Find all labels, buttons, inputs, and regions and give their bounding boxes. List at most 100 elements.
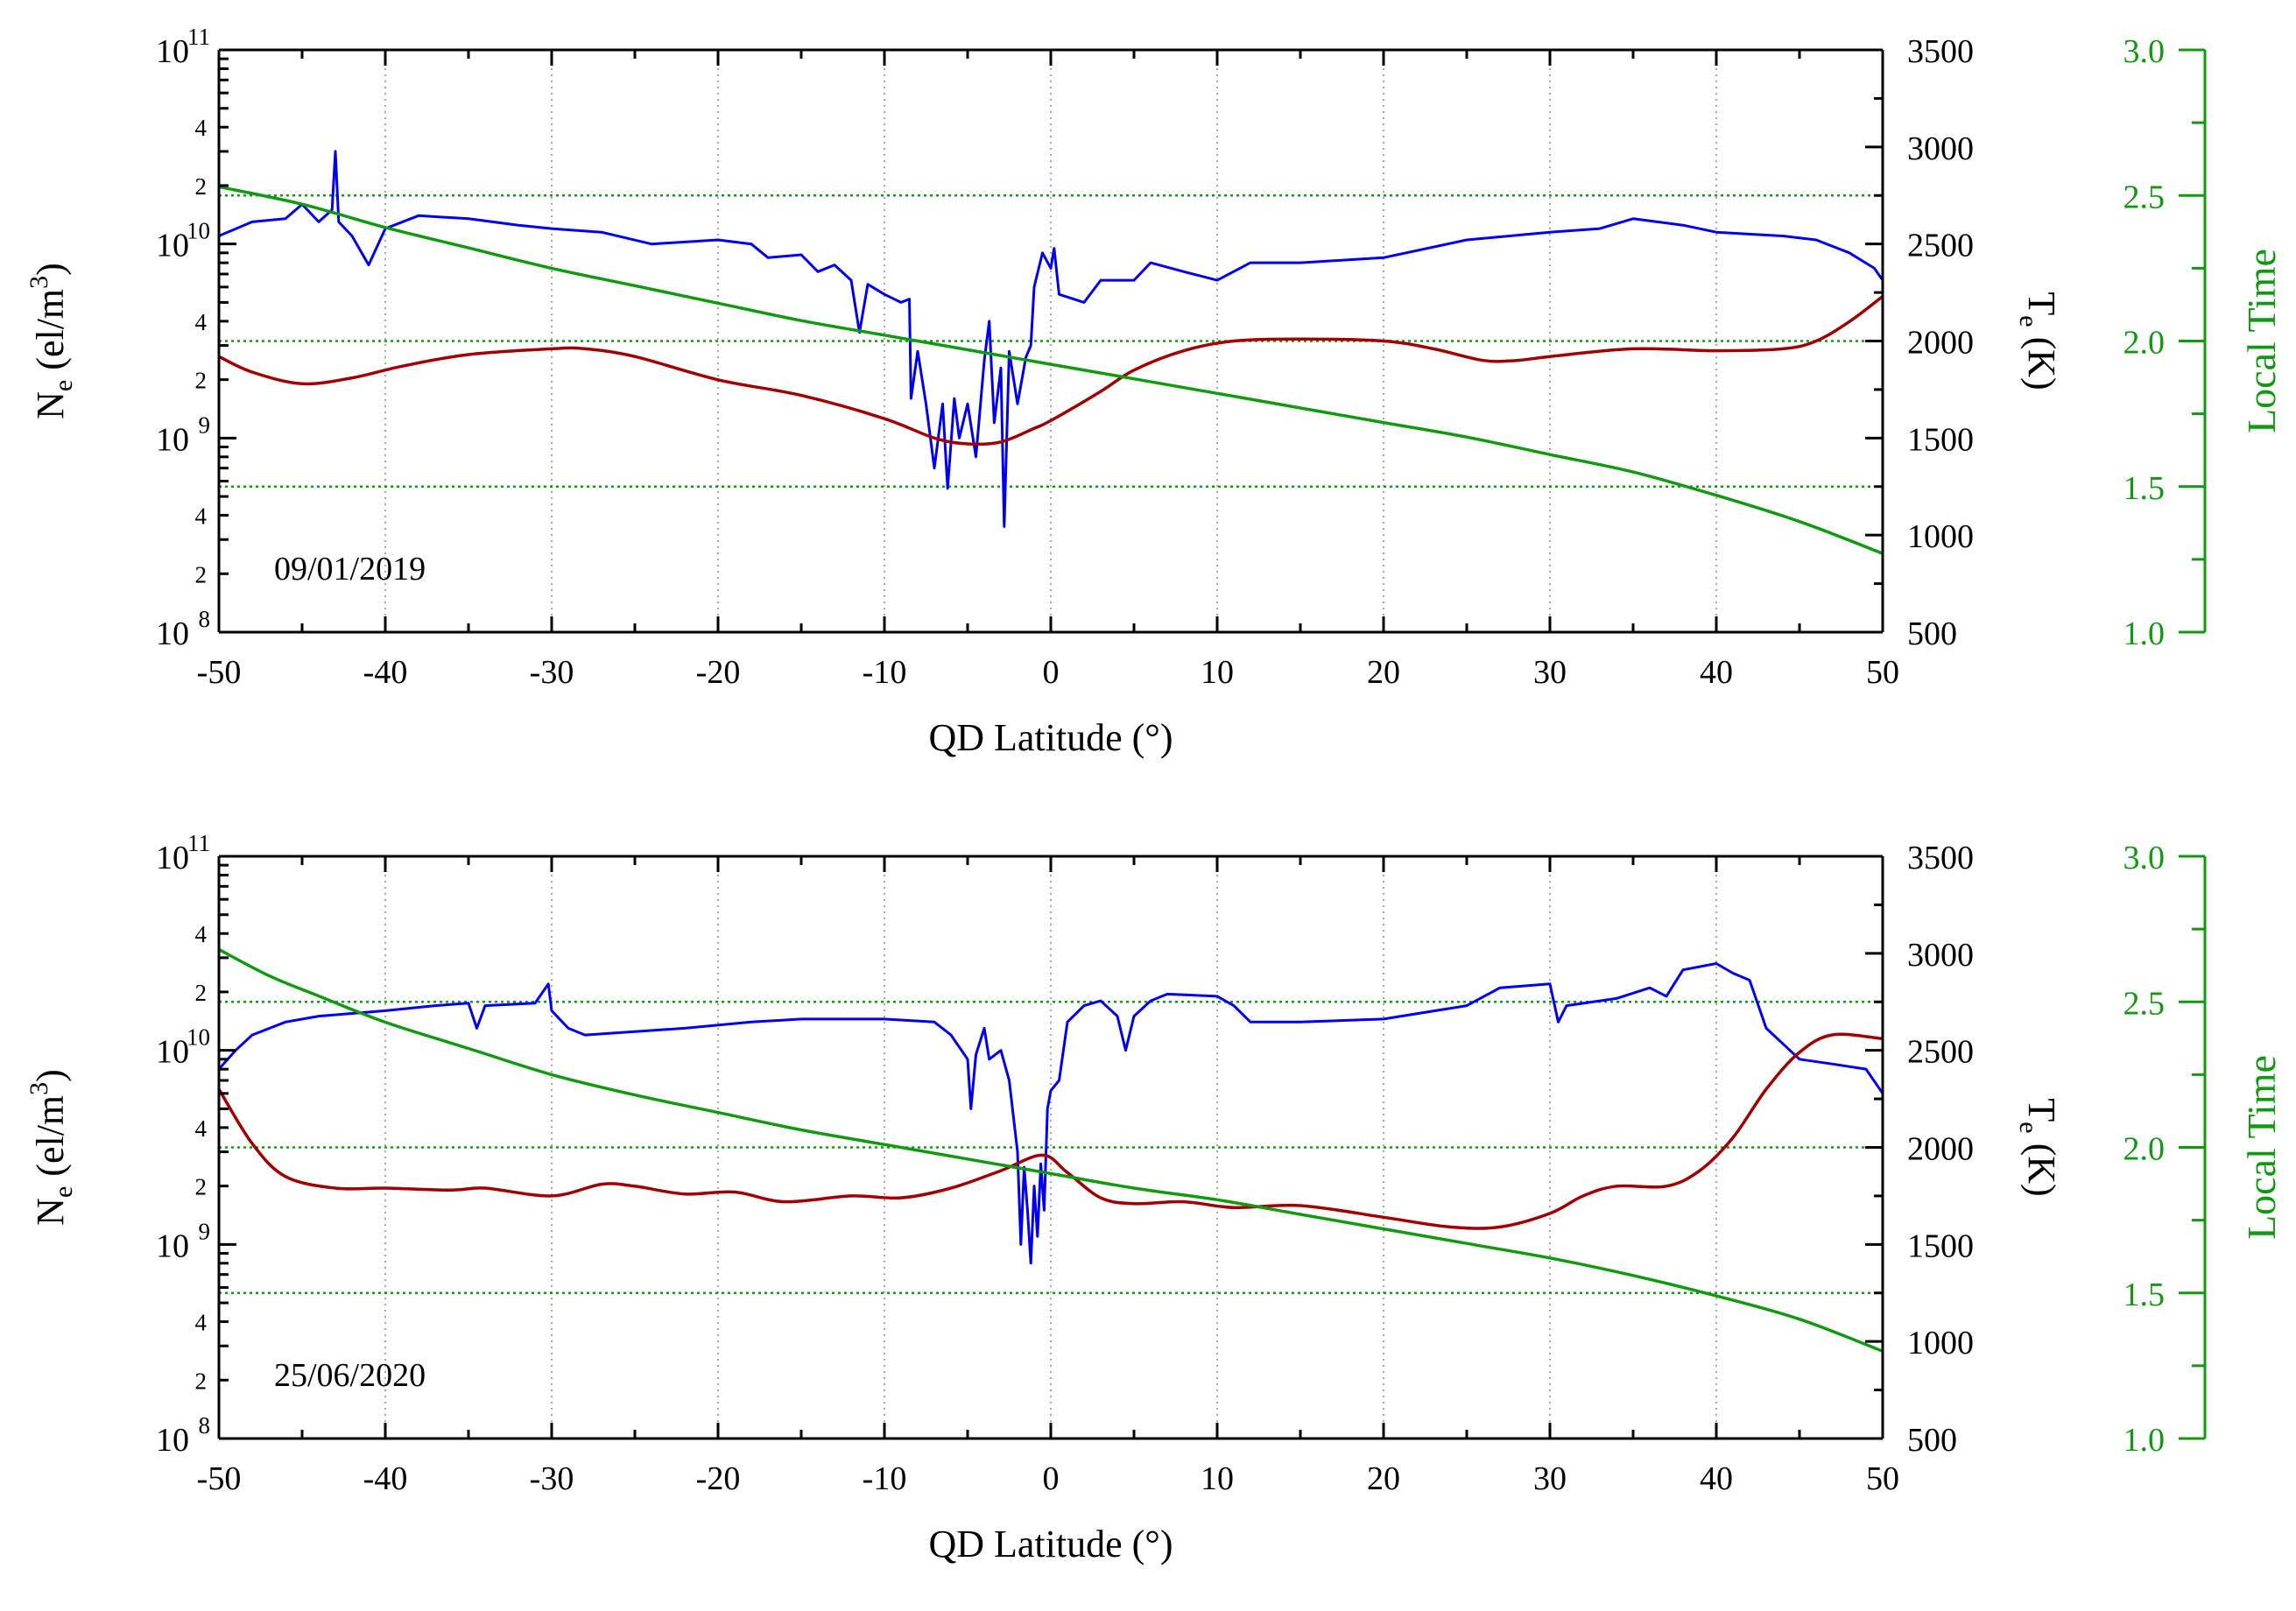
x-tick-label: -30	[530, 1460, 574, 1497]
ne-axis-label-part: (el/m	[29, 1095, 72, 1186]
lt-axis-label: Local Time	[2239, 1055, 2284, 1240]
ne-axis-label-part: e	[49, 1186, 78, 1198]
ne-minor-label: 4	[195, 921, 208, 947]
te-tick-label: 1000	[1907, 518, 1974, 555]
te-tick-label: 3000	[1907, 130, 1974, 167]
lt-tick-label: 1.0	[2123, 616, 2166, 652]
te-tick-label: 2000	[1907, 325, 1974, 362]
x-tick-label: -40	[363, 1460, 408, 1497]
x-tick-label: 20	[1367, 654, 1400, 691]
x-tick-label: -40	[363, 654, 408, 691]
ne-minor-label: 4	[195, 309, 208, 335]
x-tick-label: 0	[1043, 1460, 1060, 1497]
x-tick-label: 10	[1201, 1460, 1234, 1497]
ne-tick-label: 10	[156, 1422, 189, 1459]
ne-tick-label: 10	[156, 33, 189, 70]
ne-minor-label: 4	[195, 1115, 208, 1142]
lt-tick-label: 2.5	[2123, 179, 2166, 215]
te-tick-label: 3500	[1907, 33, 1974, 70]
ne-tick-label: 10	[156, 1228, 189, 1264]
ne-axis-label-part: N	[29, 391, 72, 419]
ne-tick-label: 10	[156, 616, 189, 652]
ne-axis-label-part: 3	[25, 1082, 53, 1095]
ne-axis-label-part: 3	[25, 276, 53, 289]
ne-tick-exponent: 11	[187, 24, 210, 50]
ne-minor-label: 2	[195, 1174, 208, 1200]
te-tick-label: 2500	[1907, 228, 1974, 264]
lt-tick-label: 1.5	[2123, 470, 2166, 507]
series-line-local-time	[218, 185, 1884, 555]
ne-tick-exponent: 10	[187, 218, 210, 244]
x-axis-label: QD Latitude (°)	[928, 1523, 1173, 1565]
lt-tick-label: 3.0	[2123, 33, 2166, 70]
series-line-te	[218, 295, 1884, 447]
series-line-ne	[217, 962, 1884, 1265]
te-tick-label: 2000	[1907, 1131, 1974, 1168]
ne-minor-label: 2	[195, 368, 208, 394]
te-tick-label: 3000	[1907, 937, 1974, 974]
ne-axis-label: Ne (el/m3)	[25, 263, 78, 419]
x-tick-label: -20	[696, 654, 741, 691]
x-tick-label: 20	[1367, 1460, 1400, 1497]
ne-tick-exponent: 8	[199, 606, 211, 632]
te-tick-label: 3500	[1907, 840, 1974, 876]
series-line-te	[217, 1032, 1884, 1230]
te-axis-label-part: (K)	[2020, 1134, 2063, 1197]
te-axis-label-part: e	[2014, 315, 2043, 327]
ne-tick-label: 10	[156, 228, 189, 264]
te-tick-label: 1500	[1907, 1228, 1974, 1264]
x-tick-label: -20	[696, 1460, 741, 1497]
ne-axis-label-part: (el/m	[29, 289, 72, 380]
te-axis-label-part: T	[2020, 1098, 2063, 1122]
x-tick-label: -50	[197, 654, 242, 691]
ne-axis-label-part: e	[49, 380, 78, 391]
lt-tick-label: 2.5	[2123, 985, 2166, 1022]
chart-panel-1: -50 -40 -30 -20 -10 0 10 20 30 40 50 QD Latitude (°…	[25, 24, 2284, 759]
te-tick-label: 500	[1907, 1422, 1957, 1459]
x-tick-label: 30	[1533, 1460, 1567, 1497]
ne-minor-label: 2	[195, 1368, 208, 1394]
ne-tick-exponent: 8	[199, 1412, 211, 1439]
x-tick-label: -10	[863, 654, 907, 691]
chart-panel-2: -50 -40 -30 -20 -10 0 10 20 30 40 50 QD Latitude (°…	[25, 830, 2284, 1565]
te-axis-label-part: e	[2014, 1122, 2043, 1133]
te-axis-label: Te (K)	[2014, 292, 2063, 390]
ne-tick-label: 10	[156, 421, 189, 458]
lt-tick-label: 1.0	[2123, 1422, 2166, 1459]
te-tick-label: 1500	[1907, 421, 1974, 458]
ne-axis-label-part: )	[29, 1069, 72, 1082]
te-axis-label: Te (K)	[2014, 1098, 2063, 1196]
lt-tick-label: 1.5	[2123, 1277, 2166, 1313]
te-axis-label-part: (K)	[2020, 327, 2063, 390]
lt-tick-label: 3.0	[2123, 840, 2166, 876]
series-line-ne	[218, 150, 1884, 528]
te-tick-label: 1000	[1907, 1325, 1974, 1361]
x-axis-label: QD Latitude (°)	[928, 716, 1173, 759]
x-tick-label: 40	[1700, 1460, 1733, 1497]
date-label: 09/01/2019	[274, 551, 426, 587]
te-axis-label-part: T	[2020, 292, 2063, 315]
x-tick-label: 50	[1866, 1460, 1899, 1497]
ne-minor-label: 4	[195, 115, 208, 141]
ne-minor-label: 2	[195, 173, 208, 200]
te-tick-label: 500	[1907, 616, 1957, 652]
x-tick-label: 30	[1533, 654, 1567, 691]
ne-tick-label: 10	[156, 840, 189, 876]
x-tick-label: 0	[1043, 654, 1060, 691]
x-tick-label: 40	[1700, 654, 1733, 691]
ne-tick-exponent: 9	[199, 412, 211, 438]
lt-axis-label: Local Time	[2239, 249, 2284, 433]
lt-tick-label: 2.0	[2123, 325, 2166, 362]
ne-minor-label: 4	[195, 503, 208, 530]
ne-minor-label: 2	[195, 980, 208, 1006]
ne-tick-exponent: 9	[199, 1218, 211, 1244]
x-tick-label: -50	[197, 1460, 242, 1497]
ne-axis-label-part: )	[29, 263, 72, 276]
x-tick-label: 10	[1201, 654, 1234, 691]
date-label: 25/06/2020	[274, 1357, 426, 1394]
ne-minor-label: 2	[195, 561, 208, 587]
ne-tick-exponent: 11	[187, 830, 210, 856]
series-line-local-time	[218, 947, 1884, 1353]
x-tick-label: -30	[530, 654, 574, 691]
